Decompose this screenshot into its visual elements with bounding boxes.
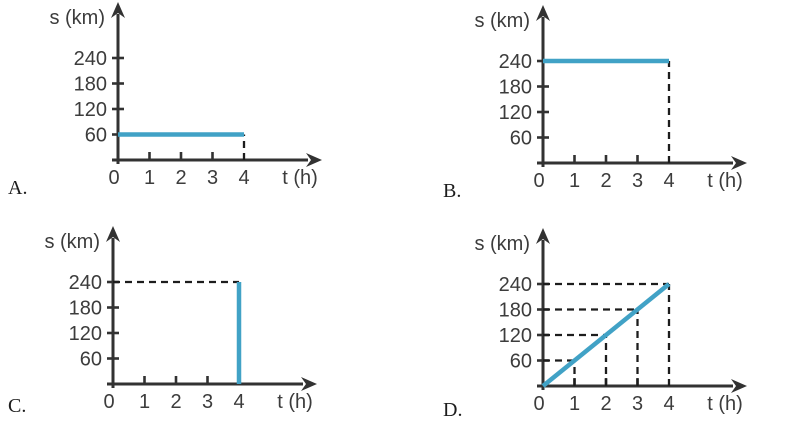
svg-text:1: 1 bbox=[569, 170, 580, 192]
svg-text:4: 4 bbox=[663, 393, 674, 415]
svg-text:60: 60 bbox=[510, 128, 532, 150]
svg-text:120: 120 bbox=[69, 323, 102, 345]
svg-text:2: 2 bbox=[175, 167, 186, 189]
option-c-label: C. bbox=[8, 395, 27, 417]
axis-labels: 60 120 180 240 0 1 2 3 4 t (h) s (km) bbox=[474, 10, 742, 192]
svg-text:240: 240 bbox=[74, 48, 107, 70]
axes bbox=[111, 2, 322, 167]
axes bbox=[536, 5, 747, 170]
svg-text:0: 0 bbox=[533, 170, 544, 192]
svg-text:180: 180 bbox=[69, 298, 102, 320]
axes bbox=[106, 226, 317, 391]
y-axis-title: s (km) bbox=[474, 233, 530, 255]
axis-labels: 60 120 180 240 0 1 2 3 4 t (h) s (km) bbox=[474, 233, 742, 415]
svg-text:0: 0 bbox=[103, 391, 114, 413]
y-axis-title: s (km) bbox=[44, 231, 100, 253]
x-axis-title: t (h) bbox=[282, 167, 318, 189]
distance-time-graph-c: 60 120 180 240 0 1 2 3 4 t (h) s (km) bbox=[44, 226, 317, 413]
svg-text:180: 180 bbox=[499, 300, 532, 322]
svg-text:60: 60 bbox=[80, 349, 102, 371]
svg-text:4: 4 bbox=[663, 170, 674, 192]
svg-text:4: 4 bbox=[238, 167, 249, 189]
distance-time-graph-a: 60 120 180 240 0 1 2 3 4 t (h) s (km) bbox=[49, 2, 322, 189]
svg-text:2: 2 bbox=[600, 393, 611, 415]
svg-text:1: 1 bbox=[139, 391, 150, 413]
svg-text:0: 0 bbox=[108, 167, 119, 189]
svg-text:3: 3 bbox=[632, 393, 643, 415]
svg-text:180: 180 bbox=[74, 74, 107, 96]
svg-text:60: 60 bbox=[510, 351, 532, 373]
svg-text:0: 0 bbox=[533, 393, 544, 415]
tick-marks bbox=[537, 59, 639, 163]
svg-text:1: 1 bbox=[569, 393, 580, 415]
svg-text:3: 3 bbox=[632, 170, 643, 192]
distance-time-graph-b: 60 120 180 240 0 1 2 3 4 t (h) s (km) bbox=[474, 5, 747, 192]
svg-text:240: 240 bbox=[499, 51, 532, 73]
data-line bbox=[541, 282, 671, 388]
option-a-label: A. bbox=[8, 177, 28, 199]
svg-text:240: 240 bbox=[69, 272, 102, 294]
distance-time-graph-d: 60 120 180 240 0 1 2 3 4 t (h) s (km) bbox=[474, 228, 747, 415]
svg-text:180: 180 bbox=[499, 77, 532, 99]
dashed-guides bbox=[543, 282, 671, 386]
svg-text:240: 240 bbox=[499, 274, 532, 296]
axes bbox=[536, 228, 747, 393]
svg-text:60: 60 bbox=[85, 125, 107, 147]
svg-text:4: 4 bbox=[233, 391, 244, 413]
y-axis-title: s (km) bbox=[474, 10, 530, 32]
svg-text:3: 3 bbox=[202, 391, 213, 413]
svg-text:120: 120 bbox=[499, 102, 532, 124]
svg-text:2: 2 bbox=[170, 391, 181, 413]
svg-text:3: 3 bbox=[207, 167, 218, 189]
option-b-label: B. bbox=[443, 180, 462, 202]
tick-marks bbox=[537, 282, 639, 386]
svg-text:120: 120 bbox=[74, 99, 107, 121]
x-axis-title: t (h) bbox=[707, 393, 743, 415]
x-axis-title: t (h) bbox=[707, 170, 743, 192]
svg-text:2: 2 bbox=[600, 170, 611, 192]
axis-labels: 60 120 180 240 0 1 2 3 4 t (h) s (km) bbox=[44, 231, 312, 413]
svg-text:120: 120 bbox=[499, 325, 532, 347]
svg-text:1: 1 bbox=[144, 167, 155, 189]
y-axis-title: s (km) bbox=[49, 7, 105, 29]
axis-labels: 60 120 180 240 0 1 2 3 4 t (h) s (km) bbox=[49, 7, 317, 189]
x-axis-title: t (h) bbox=[277, 391, 313, 413]
tick-marks bbox=[107, 280, 209, 384]
tick-marks bbox=[112, 56, 214, 160]
option-d-label: D. bbox=[443, 399, 463, 421]
